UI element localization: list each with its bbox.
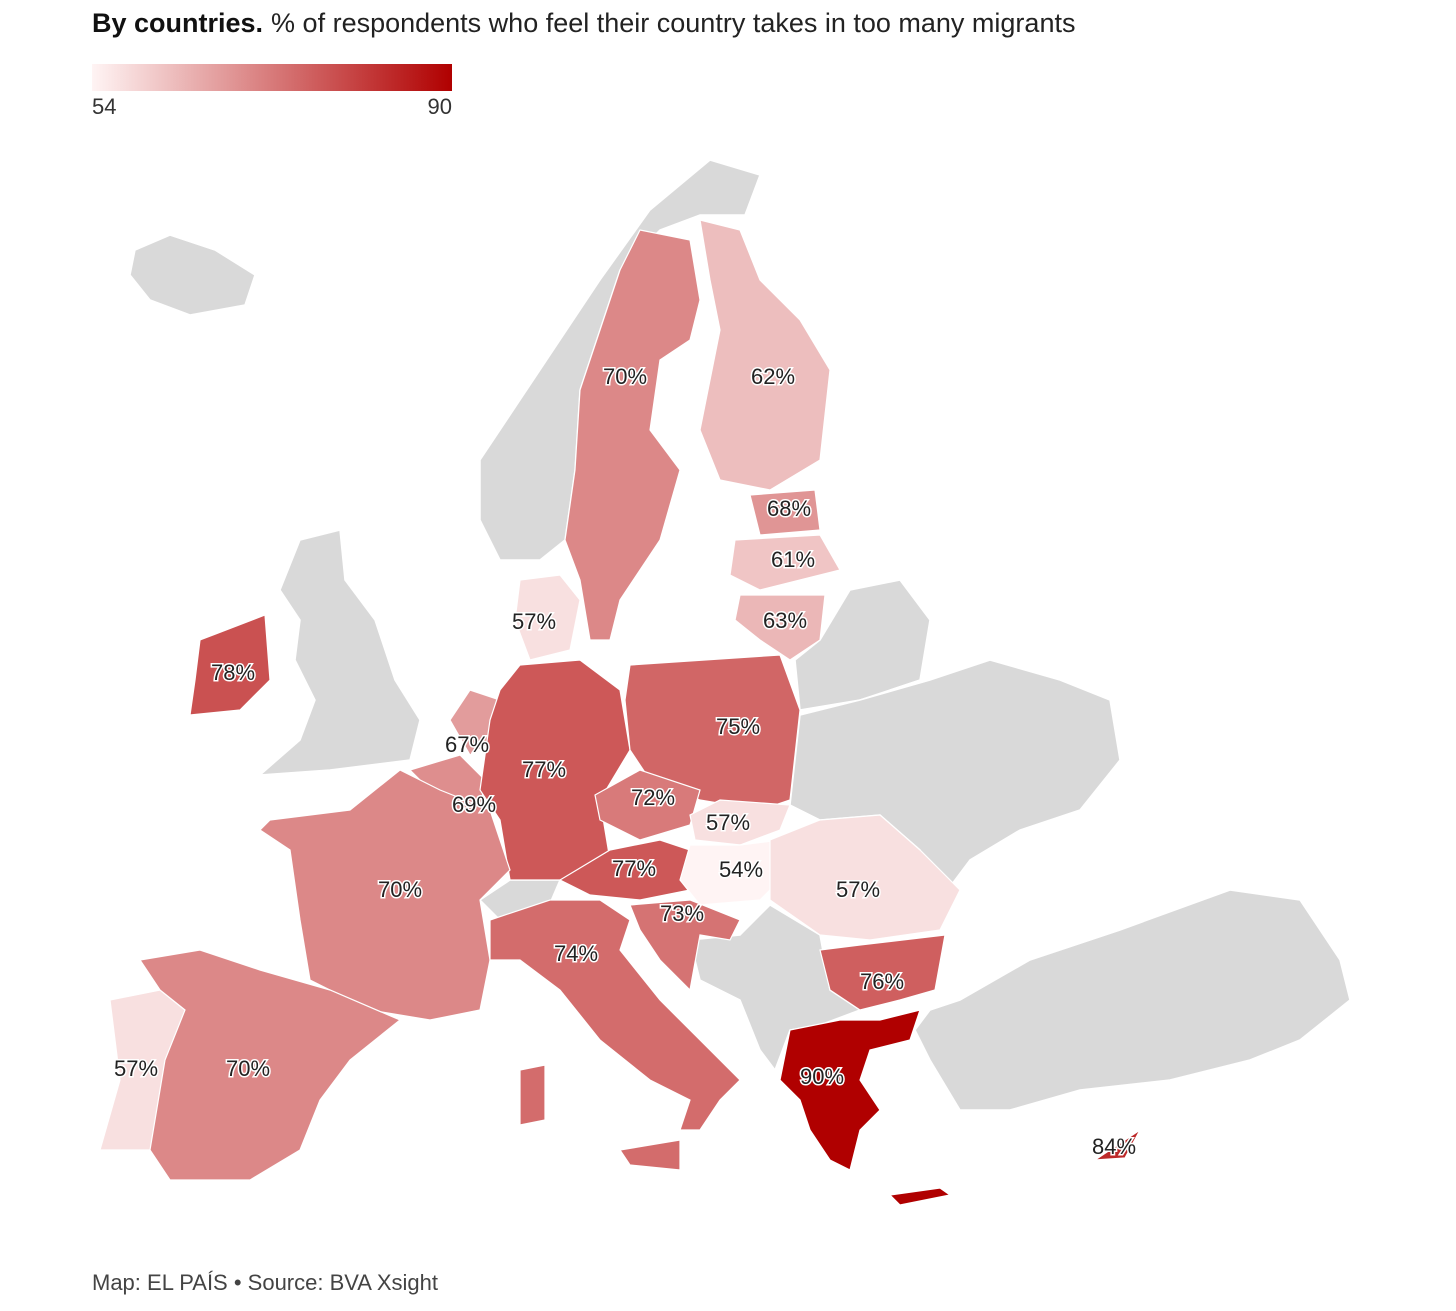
legend-min: 54	[92, 94, 116, 119]
country	[514, 574, 581, 661]
country	[1092, 1129, 1141, 1161]
country	[138, 949, 402, 1181]
title: By countries.% of respondents who feel t…	[92, 8, 1075, 39]
value-label: 57%	[836, 877, 880, 902]
title-text: % of respondents who feel their country …	[271, 8, 1076, 38]
country	[819, 934, 946, 1011]
value-label: 74%	[554, 941, 598, 966]
value-label: 70%	[378, 877, 422, 902]
value-label: 57%	[706, 810, 750, 835]
value-label: 77%	[522, 757, 566, 782]
country	[489, 899, 741, 1171]
value-label: 70%	[603, 364, 647, 389]
country	[259, 769, 511, 1021]
united-kingdom	[257, 529, 421, 776]
source: Map: EL PAÍS • Source: BVA Xsight	[92, 1270, 439, 1295]
value-label: 73%	[660, 901, 704, 926]
value-label: 54%	[719, 857, 763, 882]
grey-countries	[129, 159, 1351, 1111]
country	[699, 219, 831, 491]
country	[564, 229, 701, 641]
value-label: 68%	[767, 496, 811, 521]
value-label: 78%	[211, 660, 255, 685]
value-label: 57%	[114, 1056, 158, 1081]
iceland	[129, 234, 256, 316]
country	[629, 899, 741, 992]
value-label: 61%	[771, 547, 815, 572]
country	[189, 614, 271, 716]
map: 54 90 70% 62%68%61%63%57%78%67%69%77%75%7…	[92, 64, 1351, 1206]
value-label: 57%	[512, 609, 556, 634]
labels: 70% 62% 68% 61% 63% 57% 78% 67% 69% 77% 75% 72% 57% 7…	[112, 362, 1137, 1160]
belarus	[794, 579, 931, 711]
value-label: 76%	[860, 969, 904, 994]
country	[749, 489, 821, 536]
legend-gradient	[92, 64, 452, 91]
turkey	[914, 889, 1351, 1111]
value-label: 84%	[1092, 1134, 1136, 1159]
value-label: 75%	[716, 714, 760, 739]
value-label: 90%	[800, 1064, 844, 1089]
value-label: 69%	[452, 792, 496, 817]
country	[689, 799, 791, 846]
country	[729, 534, 841, 591]
countries	[99, 219, 1141, 1206]
value-label: 72%	[631, 785, 675, 810]
title-lead: By countries.	[92, 8, 264, 38]
value-label: 63%	[763, 608, 807, 633]
country	[594, 769, 701, 841]
value-label: 70%	[226, 1056, 270, 1081]
country	[734, 594, 826, 661]
country	[779, 1009, 952, 1206]
country	[769, 814, 961, 941]
value-label: 67%	[445, 732, 489, 757]
value-label: 62%	[751, 364, 795, 389]
legend-max: 90	[428, 94, 452, 119]
value-label: 77%	[612, 856, 656, 881]
